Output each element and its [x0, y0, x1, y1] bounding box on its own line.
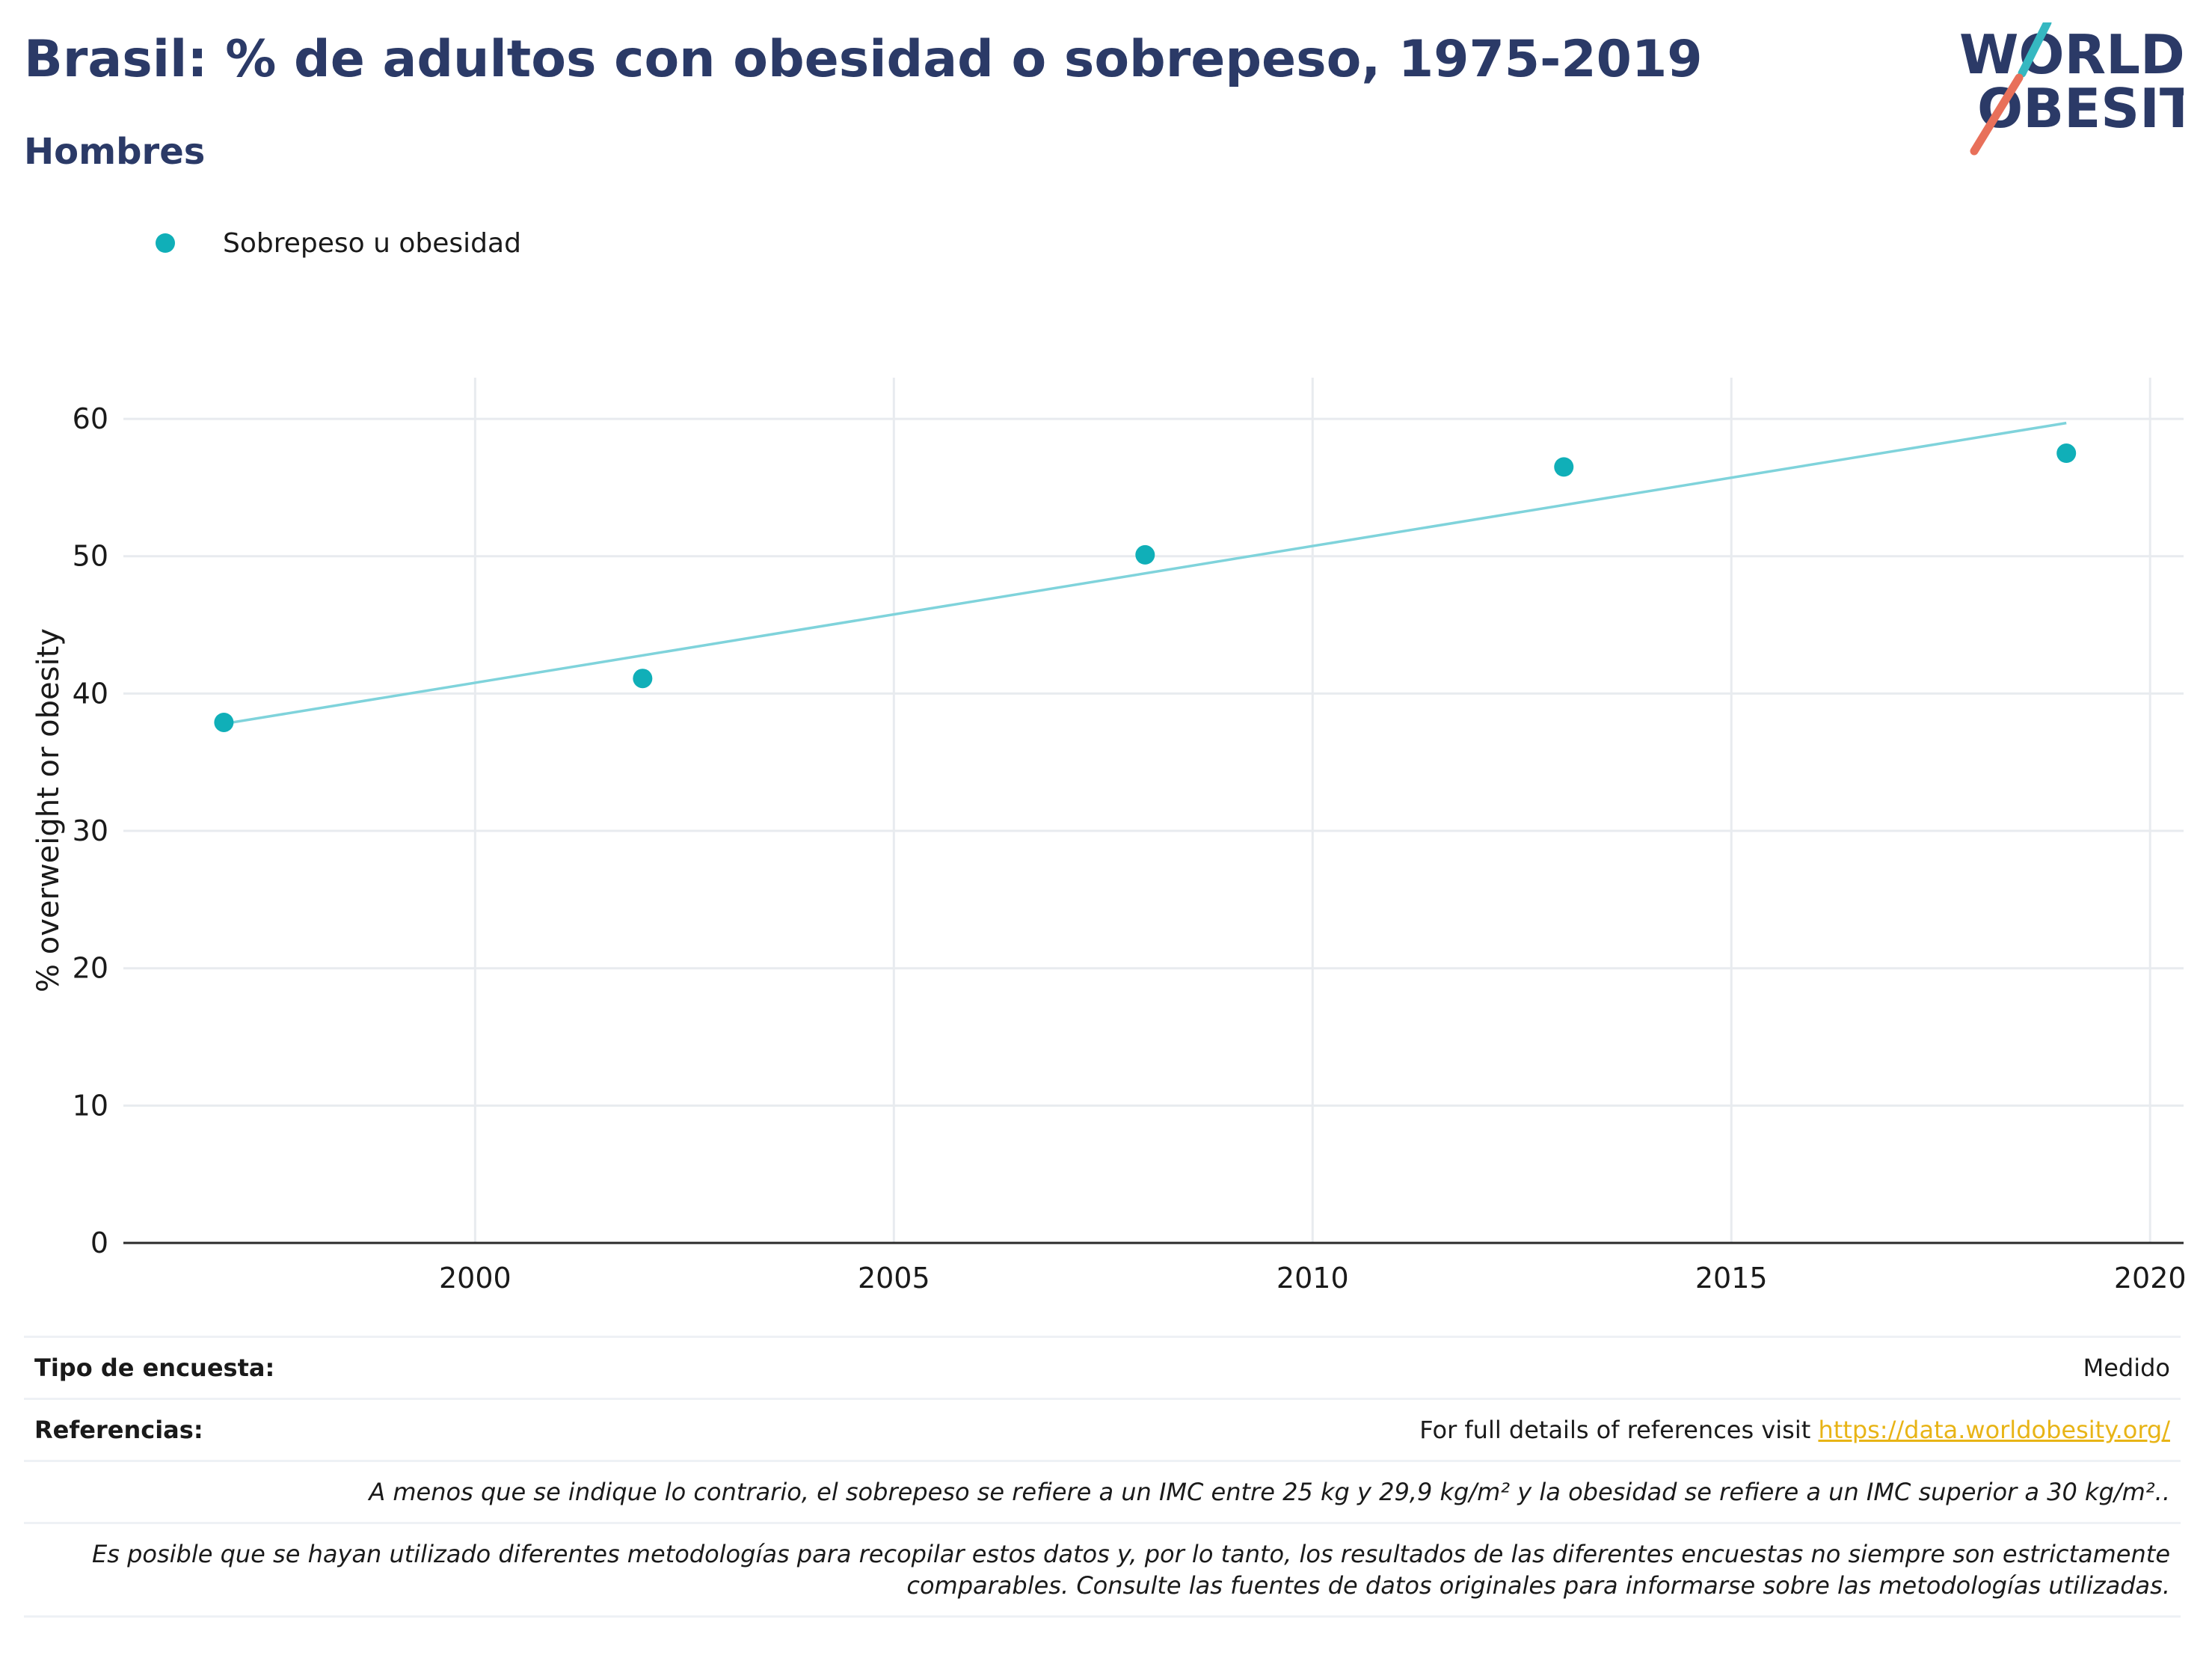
- chart-plot: 0 10 20 30 40 50 60 2000 2005 2010 2015 2020 % overw…: [31, 378, 2187, 1295]
- chart-title: Brasil: % de adultos con obesidad o sobr…: [24, 30, 1703, 89]
- survey-type-label: Tipo de encuesta:: [24, 1336, 570, 1399]
- data-point: [1135, 544, 1155, 565]
- bmi-definition-note: A menos que se indique lo contrario, el …: [24, 1460, 2181, 1523]
- y-tick-label: 30: [73, 814, 108, 847]
- world-obesity-logo: WORLD OBESITY: [1959, 22, 2184, 156]
- trend-line: [224, 421, 2067, 725]
- legend[interactable]: Sobrepeso u obesidad: [156, 224, 521, 262]
- y-tick-label: 40: [73, 677, 108, 710]
- logo-slash-teal: [2018, 22, 2052, 78]
- x-tick-label: 2020: [2114, 1262, 2187, 1295]
- info-table: Tipo de encuesta: Medido Referencias: Fo…: [24, 1336, 2181, 1618]
- data-point: [214, 712, 234, 732]
- x-tick-label: 2005: [858, 1262, 930, 1295]
- y-axis-title: % overweight or obesity: [31, 628, 66, 992]
- y-tick-label: 50: [73, 540, 108, 573]
- x-tick-label: 2000: [439, 1262, 511, 1295]
- y-tick-label: 0: [90, 1226, 108, 1259]
- y-tick-label: 10: [73, 1089, 108, 1122]
- data-point: [2056, 443, 2077, 464]
- references-link[interactable]: https://data.worldobesity.org/: [1818, 1416, 2170, 1444]
- references-label: Referencias:: [24, 1398, 570, 1461]
- methodology-note-line-2: comparables. Consulte las fuentes de dat…: [906, 1571, 2170, 1600]
- survey-type-value: Medido: [569, 1336, 2181, 1399]
- x-tick-label: 2015: [1695, 1262, 1768, 1295]
- data-point: [1554, 457, 1574, 477]
- info-row-references: Referencias: For full details of referen…: [24, 1398, 2181, 1461]
- logo-slash-coral: [1970, 73, 2024, 156]
- references-value: For full details of references visit htt…: [569, 1398, 2181, 1461]
- legend-marker: [156, 233, 175, 253]
- y-tick-label: 60: [73, 402, 108, 435]
- logo-line-1: WORLD: [1959, 23, 2184, 86]
- info-row-note-2: Es posible que se hayan utilizado difere…: [24, 1522, 2181, 1618]
- data-point: [633, 669, 653, 689]
- references-text: For full details of references visit: [1419, 1416, 1819, 1444]
- chart-subtitle: Hombres: [24, 131, 206, 173]
- info-row-note-1: A menos que se indique lo contrario, el …: [24, 1460, 2181, 1523]
- x-tick-label: 2010: [1276, 1262, 1349, 1295]
- methodology-note: Es posible que se hayan utilizado difere…: [24, 1522, 2181, 1618]
- methodology-note-line-1: Es posible que se hayan utilizado difere…: [92, 1540, 2170, 1568]
- y-tick-label: 20: [73, 952, 108, 985]
- legend-label: Sobrepeso u obesidad: [223, 227, 521, 259]
- info-row-survey: Tipo de encuesta: Medido: [24, 1336, 2181, 1399]
